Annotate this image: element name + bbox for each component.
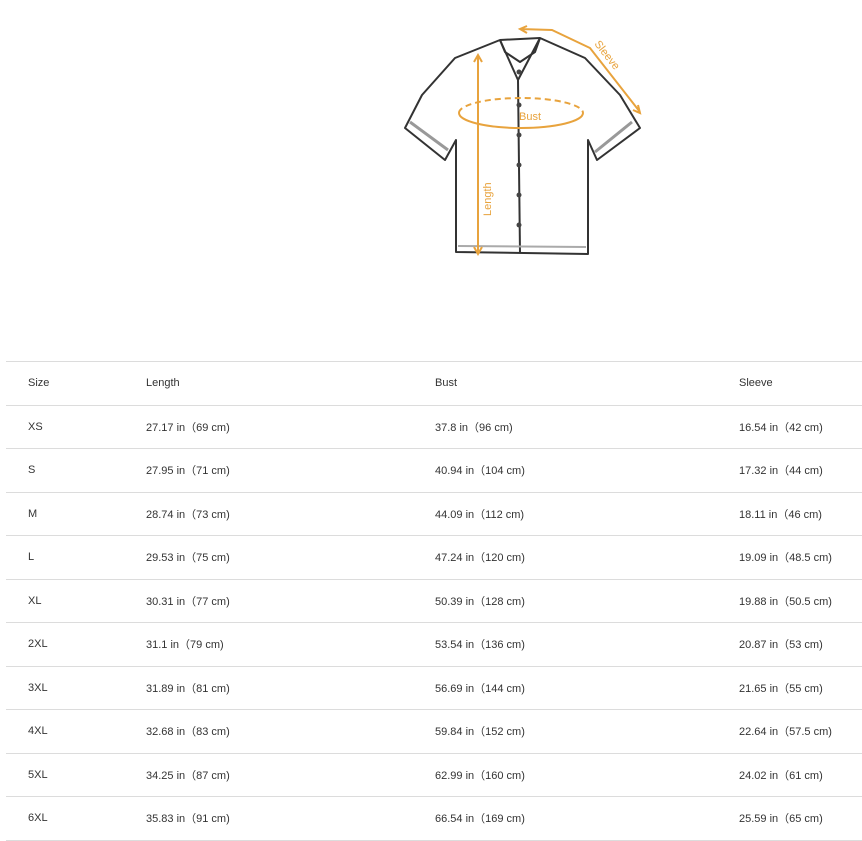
cell-sleeve: 16.54 in（42 cm) bbox=[739, 404, 862, 449]
header-size: Size bbox=[6, 361, 146, 405]
shirt-measurement-diagram: Bust Length Sleeve bbox=[404, 25, 642, 257]
cell-size: 4XL bbox=[6, 709, 146, 753]
table-row: XL 30.31 in（77 cm) 50.39 in（128 cm) 19.88 i… bbox=[6, 578, 862, 623]
bust-measure-line bbox=[458, 112, 584, 129]
header-length: Length bbox=[146, 361, 435, 405]
table-row: L 29.53 in（75 cm) 47.24 in（120 cm) 19.09 in… bbox=[6, 535, 862, 579]
length-measure-line bbox=[473, 52, 483, 257]
cell-length: 35.83 in（91 cm) bbox=[146, 796, 435, 841]
header-bust: Bust bbox=[435, 361, 739, 405]
length-label: Length bbox=[482, 182, 494, 216]
cell-bust: 47.24 in（120 cm) bbox=[435, 535, 739, 579]
cell-sleeve: 19.09 in（48.5 cm) bbox=[739, 535, 862, 579]
cell-size: XS bbox=[6, 404, 146, 449]
cell-bust: 53.54 in（136 cm) bbox=[435, 622, 739, 666]
cell-length: 31.89 in（81 cm) bbox=[146, 665, 435, 710]
cell-sleeve: 25.59 in（65 cm) bbox=[739, 796, 862, 841]
cell-sleeve: 18.11 in（46 cm) bbox=[739, 491, 862, 536]
cell-sleeve: 19.88 in（50.5 cm) bbox=[739, 578, 862, 623]
table-row: M 28.74 in（73 cm) 44.09 in（112 cm) 18.11 in… bbox=[6, 491, 862, 536]
cell-length: 27.17 in（69 cm) bbox=[146, 404, 435, 449]
cell-bust: 66.54 in（169 cm) bbox=[435, 796, 739, 841]
cell-bust: 40.94 in（104 cm) bbox=[435, 448, 739, 492]
cell-bust: 37.8 in（96 cm) bbox=[435, 404, 739, 449]
cell-size: 5XL bbox=[6, 752, 146, 797]
cell-size: 6XL bbox=[6, 796, 146, 841]
table-row: XS 27.17 in（69 cm) 37.8 in（96 cm) 16.54 in（… bbox=[6, 404, 862, 449]
cell-length: 29.53 in（75 cm) bbox=[146, 535, 435, 579]
cell-size: M bbox=[6, 491, 146, 536]
table-row: 4XL 32.68 in（83 cm) 59.84 in（152 cm) 22.64 … bbox=[6, 709, 862, 753]
cell-length: 27.95 in（71 cm) bbox=[146, 448, 435, 492]
sleeve-measure-line bbox=[517, 25, 642, 115]
cell-bust: 62.99 in（160 cm) bbox=[435, 752, 739, 797]
cell-sleeve: 17.32 in（44 cm) bbox=[739, 448, 862, 492]
buttons bbox=[516, 69, 522, 228]
cell-bust: 56.69 in（144 cm) bbox=[435, 665, 739, 710]
table-row: 5XL 34.25 in（87 cm) 62.99 in（160 cm) 24.02 … bbox=[6, 752, 862, 797]
cell-length: 34.25 in（87 cm) bbox=[146, 752, 435, 797]
cell-length: 30.31 in（77 cm) bbox=[146, 578, 435, 623]
cell-bust: 44.09 in（112 cm) bbox=[435, 491, 739, 536]
table-header-row: Size Length Bust Sleeve bbox=[6, 361, 862, 405]
cell-sleeve: 22.64 in（57.5 cm) bbox=[739, 709, 862, 753]
cell-size: 2XL bbox=[6, 622, 146, 666]
table-row: 6XL 35.83 in（91 cm) 66.54 in（169 cm) 25.59 … bbox=[6, 796, 862, 841]
cell-sleeve: 24.02 in（61 cm) bbox=[739, 752, 862, 797]
cell-size: XL bbox=[6, 578, 146, 623]
cell-bust: 50.39 in（128 cm) bbox=[435, 578, 739, 623]
cell-bust: 59.84 in（152 cm) bbox=[435, 709, 739, 753]
cell-size: L bbox=[6, 535, 146, 579]
cell-length: 28.74 in（73 cm) bbox=[146, 491, 435, 536]
cell-sleeve: 21.65 in（55 cm) bbox=[739, 665, 862, 710]
cell-sleeve: 20.87 in（53 cm) bbox=[739, 622, 862, 666]
header-sleeve: Sleeve bbox=[739, 361, 862, 405]
table-row: S 27.95 in（71 cm) 40.94 in（104 cm) 17.32 in… bbox=[6, 448, 862, 492]
cell-length: 31.1 in（79 cm) bbox=[146, 622, 435, 666]
size-chart-table: Size Length Bust Sleeve XS 27.17 in（69 cm… bbox=[6, 361, 862, 841]
bust-label: Bust bbox=[519, 111, 541, 123]
shirt-outline bbox=[404, 37, 641, 255]
table-row: 2XL 31.1 in（79 cm) 53.54 in（136 cm) 20.87 i… bbox=[6, 622, 862, 666]
cell-size: S bbox=[6, 448, 146, 492]
cell-length: 32.68 in（83 cm) bbox=[146, 709, 435, 753]
table-row: 3XL 31.89 in（81 cm) 56.69 in（144 cm) 21.65 … bbox=[6, 665, 862, 710]
cell-size: 3XL bbox=[6, 665, 146, 710]
